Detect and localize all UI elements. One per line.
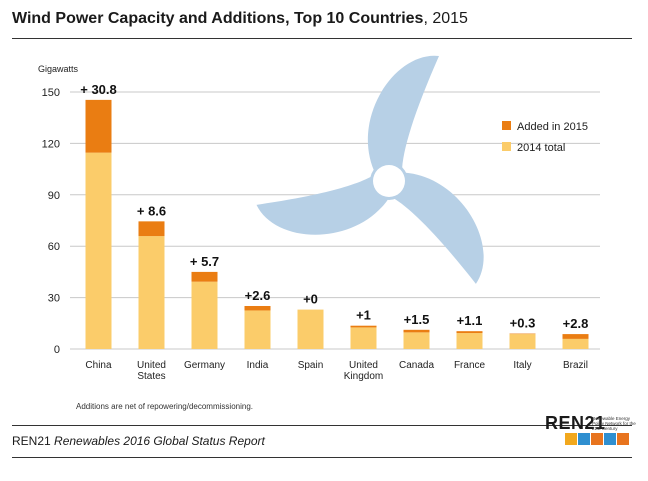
x-tick-label: Kingdom xyxy=(344,371,383,382)
turbine-watermark xyxy=(256,55,484,284)
bar-added-2015 xyxy=(403,329,430,333)
bar-2014-total xyxy=(191,281,218,349)
bar-2014-total xyxy=(244,310,271,349)
data-label: +0 xyxy=(303,292,318,307)
bar-2014-total xyxy=(456,333,483,349)
bar-added-2015 xyxy=(509,333,536,335)
bar-added-2015 xyxy=(191,271,218,282)
bar-2014-total xyxy=(138,236,165,349)
x-tick-label: Brazil xyxy=(563,360,588,371)
x-tick-label: China xyxy=(85,360,112,371)
source-report: Renewables 2016 Global Status Report xyxy=(54,434,265,448)
y-tick-label: 30 xyxy=(48,293,60,305)
bar-2014-total xyxy=(509,334,536,349)
x-tick-label: States xyxy=(137,371,165,382)
title-divider xyxy=(12,38,632,39)
y-tick-label: 60 xyxy=(48,241,60,253)
chart-title-year: , 2015 xyxy=(423,10,468,27)
chart: 0 30 60 90 120 150 Gigawatts+ 30.8 China + 8.6 Un… xyxy=(38,55,600,382)
wave-icon xyxy=(604,433,616,445)
sun-icon xyxy=(565,433,577,445)
logo-icon-row xyxy=(565,433,629,445)
footer-divider xyxy=(12,425,632,426)
legend-label: 2014 total xyxy=(517,142,565,154)
ren21-logo: REN21 Renewable Energy Policy Network fo… xyxy=(545,413,645,453)
footnote: Additions are net of repowering/decommis… xyxy=(76,402,253,411)
bottom-divider xyxy=(12,457,632,458)
x-tick-label: United xyxy=(137,360,166,371)
flame-icon xyxy=(617,433,629,445)
x-tick-label: Spain xyxy=(298,360,324,371)
y-tick-label: 0 xyxy=(54,344,60,356)
bar-added-2015 xyxy=(562,334,589,339)
turbine-blade xyxy=(367,55,439,175)
turbine-blade xyxy=(388,172,484,284)
y-axis-label: Gigawatts xyxy=(38,64,79,74)
turbine-blade xyxy=(256,173,391,235)
power-icon xyxy=(591,433,603,445)
y-tick-label: 120 xyxy=(42,138,60,150)
source-org: REN21 xyxy=(12,434,51,448)
data-label: + 8.6 xyxy=(137,203,166,218)
x-tick-label: Italy xyxy=(513,360,531,371)
legend-label: Added in 2015 xyxy=(517,121,588,133)
legend-swatch-added xyxy=(502,121,511,130)
source-citation: REN21 Renewables 2016 Global Status Repo… xyxy=(12,434,265,448)
legend-swatch-2014 xyxy=(502,142,511,151)
logo-tagline: Renewable Energy Policy Network for the … xyxy=(592,416,636,431)
bar-added-2015 xyxy=(244,305,271,311)
data-label: +0.3 xyxy=(510,316,536,331)
logo-text: REN21 xyxy=(545,413,606,433)
chart-title-main: Wind Power Capacity and Additions, Top 1… xyxy=(12,10,424,27)
y-tick-label: 150 xyxy=(42,87,60,99)
data-label: +2.6 xyxy=(245,288,271,303)
bar-2014-total xyxy=(403,332,430,349)
wind-icon xyxy=(578,433,590,445)
data-label: +2.8 xyxy=(563,316,589,331)
x-tick-label: India xyxy=(247,360,269,371)
bar-added-2015 xyxy=(350,325,377,328)
bar-2014-total xyxy=(350,327,377,349)
bar-2014-total xyxy=(297,309,324,349)
data-label: +1 xyxy=(356,308,371,323)
y-tick-label: 90 xyxy=(48,190,60,202)
x-tick-label: United xyxy=(349,360,378,371)
turbine-hub-inner xyxy=(373,165,405,197)
bar-added-2015 xyxy=(456,331,483,334)
data-label: + 5.7 xyxy=(190,254,219,269)
x-tick-label: Germany xyxy=(184,360,225,371)
x-tick-label: France xyxy=(454,360,486,371)
chart-title: Wind Power Capacity and Additions, Top 1… xyxy=(12,10,468,28)
data-label: + 30.8 xyxy=(80,82,117,97)
bar-2014-total xyxy=(85,152,112,349)
data-label: +1.5 xyxy=(404,312,430,327)
data-label: +1.1 xyxy=(457,313,483,328)
bar-added-2015 xyxy=(138,221,165,237)
x-tick-label: Canada xyxy=(399,360,434,371)
bar-added-2015 xyxy=(85,99,112,153)
bar-2014-total xyxy=(562,338,589,349)
